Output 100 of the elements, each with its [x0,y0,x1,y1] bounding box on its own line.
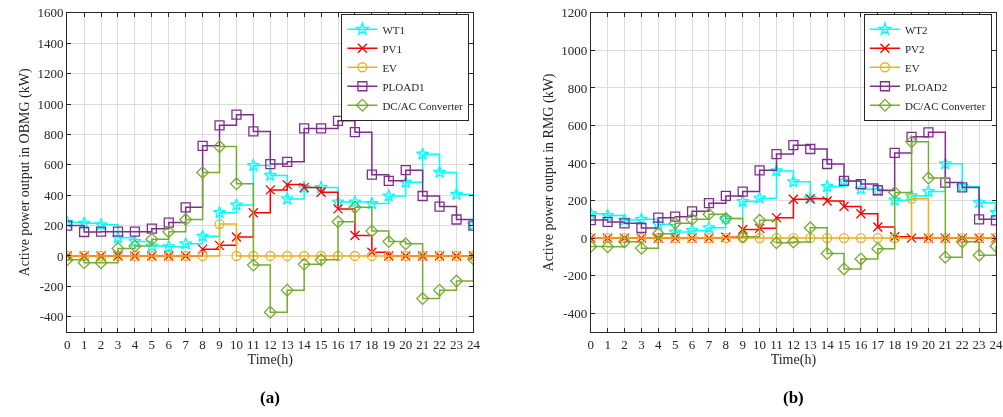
point [382,235,396,249]
point [332,115,344,126]
point [179,236,193,250]
point [214,240,225,251]
legend-label: PLOAD2 [904,80,948,93]
y-tick-label: 600 [567,118,588,134]
point [685,212,699,226]
x-tick-label: 4 [131,336,139,352]
x-tick-label: 6 [688,336,696,352]
y-tick-label: 600 [44,157,64,173]
y-tick-label: -200 [563,268,588,284]
point [78,226,90,238]
x-tick-label: 7 [182,336,190,352]
point [854,252,868,266]
point [921,171,935,185]
x-tick-label: 1 [80,336,88,352]
x-tick-label: 21 [416,336,430,352]
point [803,221,817,235]
x-tick-label: 17 [871,336,885,352]
x-tick-label: 12 [263,336,277,352]
point [128,239,142,253]
point [366,250,378,262]
x-tick-label: 9 [216,336,223,352]
point [382,189,396,202]
y-tick-label: 400 [567,155,588,171]
x-tick-label: 2 [621,336,628,352]
point [417,190,428,202]
point [636,222,647,234]
point [855,208,867,219]
point [146,223,157,234]
point [771,232,782,244]
text: (b) [783,388,804,407]
point [702,207,716,221]
x-tick-label: 8 [722,336,730,352]
x-tick-label: 13 [280,336,294,352]
point [703,198,715,209]
point [263,305,277,319]
point [702,220,716,234]
point [838,232,850,244]
point [670,211,681,222]
y-tick-label: 1200 [561,5,588,21]
legend-label: WT1 [382,23,406,36]
point [805,143,816,155]
point [280,283,294,297]
x-tick-label: 5 [671,336,679,352]
point [214,218,225,230]
point [938,156,952,170]
point [634,241,648,255]
point [197,244,208,255]
x-tick-label: 21 [938,336,952,352]
point [282,179,293,190]
y-tick-label: 1600 [37,5,64,21]
x-tick-label: 10 [753,336,767,352]
point [651,227,665,241]
text: (a) [260,388,280,407]
x-tick-label: 3 [638,336,645,352]
point [248,126,259,137]
point [601,208,615,222]
point [265,184,276,196]
point [314,253,328,267]
point [940,177,951,188]
point [416,292,430,306]
point [906,232,917,244]
point [94,217,108,231]
x-tick-label: 7 [705,336,713,352]
x-tick-label: 11 [247,336,260,352]
point [906,193,917,204]
x-tick-label: 13 [803,336,817,352]
point [315,187,327,198]
legend-label: PLOAD1 [382,80,425,93]
point [449,187,464,201]
point [451,214,462,225]
point [619,218,630,229]
point [668,216,682,230]
y-axis-title: Active power output in OBMG (kW) [17,68,34,277]
legend-label: EV [904,61,920,74]
point [179,213,193,227]
point [753,213,767,227]
point [617,213,632,226]
point [788,194,799,205]
y-tick-label: 400 [44,187,64,203]
point [246,158,261,172]
point [299,250,310,262]
point [265,158,276,170]
point [213,140,227,154]
y-tick-label: 800 [567,80,588,96]
point [888,186,902,200]
point [77,216,91,230]
y-tick-label: 1000 [561,43,588,59]
point [754,165,765,176]
y-tick-label: 0 [57,248,64,264]
point [112,226,124,237]
point [805,232,816,244]
point [348,195,362,208]
legend-label: DC/AC Converter [904,99,986,112]
point [248,250,259,262]
point [786,235,800,249]
point [145,239,159,252]
point [788,140,799,151]
point [331,215,345,229]
